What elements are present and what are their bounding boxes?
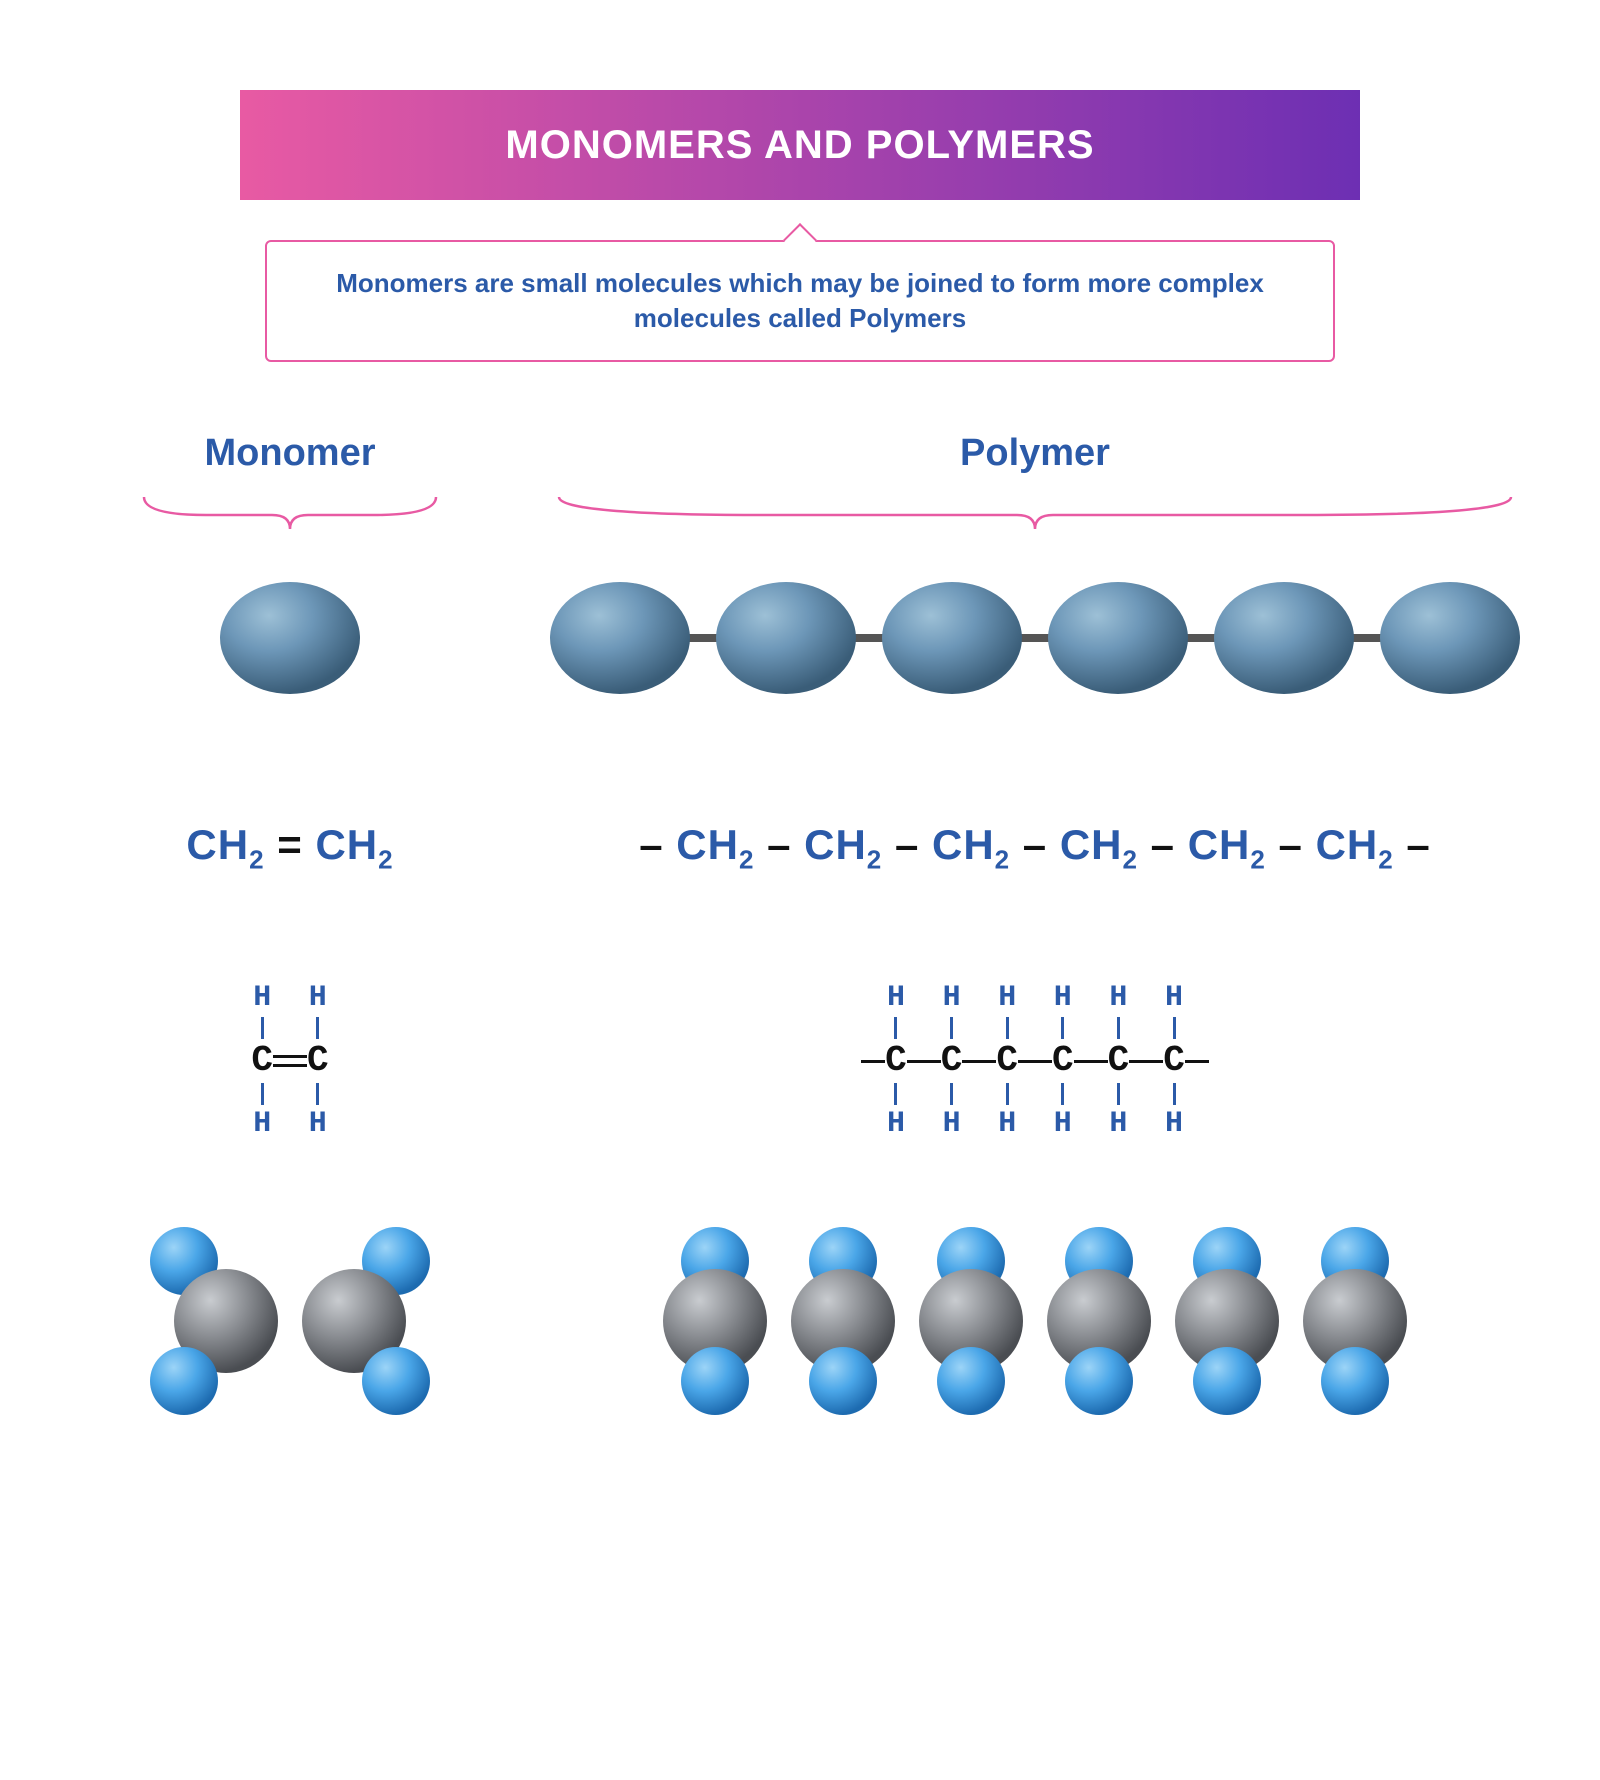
structural-polymer: H C HH C HH C HH C HH C HH C H [540, 983, 1530, 1139]
bead-polymer-svg [540, 572, 1530, 704]
column-monomer: Monomer CH2 = CH2 H C HH C H [120, 432, 460, 1503]
struct-monomer: H C HH C H [251, 983, 328, 1139]
ball-monomer [120, 1199, 460, 1443]
structural-monomer: H C HH C H [120, 983, 460, 1139]
definition-text: Monomers are small molecules which may b… [297, 266, 1303, 336]
formula-monomer: CH2 = CH2 [186, 821, 393, 875]
condensed-polymer: – CH2 – CH2 – CH2 – CH2 – CH2 – CH2 – [540, 773, 1530, 923]
ball-polymer-svg [609, 1199, 1461, 1443]
bead-row-monomer [120, 563, 460, 713]
formula-polymer: – CH2 – CH2 – CH2 – CH2 – CH2 – CH2 – [639, 821, 1431, 875]
ball-monomer-svg [120, 1199, 460, 1443]
column-polymer: Polymer – CH2 – CH2 – CH2 – CH2 – CH2 – … [540, 432, 1530, 1503]
bead-row-polymer [540, 563, 1530, 713]
heading-polymer: Polymer [540, 432, 1530, 475]
condensed-monomer: CH2 = CH2 [120, 773, 460, 923]
brace-polymer [555, 493, 1515, 533]
ball-polymer [540, 1199, 1530, 1443]
definition-box: Monomers are small molecules which may b… [265, 240, 1335, 362]
struct-polymer: H C HH C HH C HH C HH C HH C H [861, 983, 1209, 1139]
title-text: MONOMERS AND POLYMERS [505, 123, 1094, 168]
columns-wrap: Monomer CH2 = CH2 H C HH C H [120, 432, 1480, 1503]
title-banner: MONOMERS AND POLYMERS [240, 90, 1360, 200]
heading-monomer: Monomer [120, 432, 460, 475]
bead-monomer-svg [210, 572, 370, 704]
brace-monomer [140, 493, 440, 533]
